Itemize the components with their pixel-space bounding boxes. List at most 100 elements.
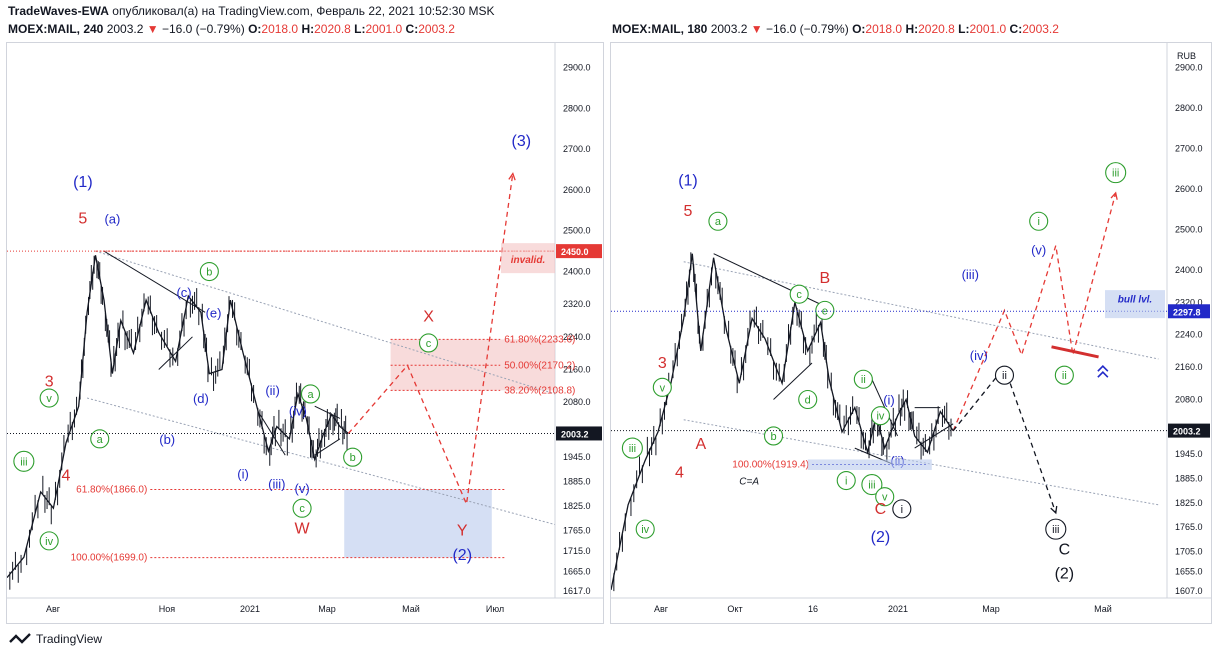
price-tick-label: 1665.0 [563,566,591,576]
wave-label: B [820,270,831,287]
wave-label-circle [798,389,818,410]
wave-label: d [805,394,811,406]
price-tick-label: 1617.0 [563,586,591,596]
price-tick-label: 1885.0 [563,477,591,487]
publish-info: TradeWaves-EWA опубликовал(а) на Trading… [8,4,494,18]
price-scale-tag: 2450.0 [561,247,589,257]
wave-label: b [770,431,776,443]
low-left: 2001.0 [365,22,403,36]
wave-label-circle [1045,518,1067,540]
price-tick-label: 2160.0 [563,364,591,374]
price-tick-label: 2500.0 [1175,224,1203,234]
wave-label: (3) [511,133,531,150]
footer: TradingView [8,632,102,646]
wave-label: iii [1052,524,1059,536]
price-tick-label: 2600.0 [1175,184,1203,194]
publisher-name: TradeWaves-EWA [8,4,109,18]
wave-label-circle [343,447,363,467]
wave-label-circle [13,450,35,472]
low-right: 2001.0 [969,22,1007,36]
price-tick-label: 1765.0 [1175,522,1203,532]
fib-level-label: 61.80%(1866.0) [76,484,147,495]
trend-line [158,336,193,370]
price-tick-label: 2600.0 [563,185,591,195]
wave-label: a [97,434,104,446]
stop-marker [1051,345,1099,359]
bull-level-label: bull lvl. [1118,294,1152,305]
invalid-label: invalid. [511,255,545,266]
wave-label: (v) [294,481,309,496]
chart-panel-180[interactable]: 2900.0 2800.0 2700.0 2600.0 2500.0 2400.0 2320… [610,42,1212,624]
down-arrow-icon: ▼ [750,22,763,36]
footer-brand: TradingView [36,632,103,646]
wave-label-circle [1105,162,1127,184]
fib-level-label: 50.00%(2170.2) [504,360,575,371]
wave-label-circle [199,261,219,282]
wave-label: v [660,382,666,394]
wave-label: a [307,389,314,401]
wave-label: iii [868,480,875,492]
wave-label-circle [892,499,912,519]
price-tick-label: 2160.0 [1175,362,1203,372]
price-tick-label: 2500.0 [563,226,591,236]
price-tick-label: 1765.0 [563,526,591,536]
o-label-left: O: [248,22,262,36]
price-tick-label: 2800.0 [563,103,591,113]
wave-label: (a) [104,211,120,226]
fib-level-label: 100.00%(1699.0) [71,553,148,564]
projection-black [952,365,1057,514]
wave-label-circle [1054,365,1074,385]
wave-label: b [350,452,356,464]
price-tick-label: 1825.0 [1175,498,1203,508]
price-scale-tag-bg [556,244,602,259]
time-tick-label: Мар [318,604,336,614]
wave-label-circle [994,365,1015,385]
price-tick-label: 1705.0 [1175,546,1203,556]
wave-label-circle [853,369,873,389]
price-tick-label: 2700.0 [563,144,591,154]
last-left: 2003.2 [106,22,144,36]
wave-label: c [426,338,432,350]
price-tick-label: 2080.0 [1175,394,1203,404]
price-tick-label: 2080.0 [563,397,591,407]
wave-label-circle [875,487,895,507]
l-label-right: L: [958,22,970,36]
close-right: 2003.2 [1022,22,1059,36]
wave-label: i [845,476,847,488]
trend-line [314,438,341,456]
wave-label: (i) [237,467,249,482]
wave-label-circle [90,429,110,449]
wave-label: iii [1112,168,1119,180]
wave-label: (v) [1031,243,1046,258]
price-scale-tag: 2297.8 [1173,307,1201,317]
price-tick-label: 1945.0 [1175,449,1203,459]
fib-level-label: 61.80%(2233.6) [504,334,575,345]
wave-label: Y [457,523,468,540]
trend-channel-line [95,250,556,395]
price-tick-label: 1825.0 [563,501,591,511]
o-label-right: O: [852,22,866,36]
chart-svg-240[interactable]: 2900.0 2800.0 2700.0 2600.0 2500.0 2400.0 2320… [6,43,603,623]
wave-label: iv [45,536,53,548]
time-tick-label: Ноя [159,604,176,614]
fib-level-label: 100.00%(1919.4) [732,460,809,471]
wave-label: i [901,504,903,516]
wave-label: C [875,501,887,518]
trend-channel-line [86,397,556,526]
wave-label: c [299,503,305,515]
time-tick-label: 2021 [240,604,260,614]
retrace-zone [390,339,555,391]
wave-label: (2) [871,529,891,546]
price-tick-label: 2240.0 [1175,330,1203,340]
wave-label: ii [861,374,866,386]
projection-red [952,192,1117,431]
chart-panel-240[interactable]: 2900.0 2800.0 2700.0 2600.0 2500.0 2400.0 2320… [6,42,604,624]
projection-red-arrowhead [1110,191,1118,200]
price-tick-label: 2900.0 [1175,62,1203,72]
wave-label: (i) [883,392,895,407]
price-tick-label: 1715.0 [563,546,591,556]
symbol-left: MOEX:MAIL, 240 [8,22,104,36]
chart-svg-180[interactable]: 2900.0 2800.0 2700.0 2600.0 2500.0 2400.0 2320… [610,43,1211,623]
change-right: −16.0 (−0.79%) [765,22,849,36]
wave-label: (1) [73,174,93,191]
